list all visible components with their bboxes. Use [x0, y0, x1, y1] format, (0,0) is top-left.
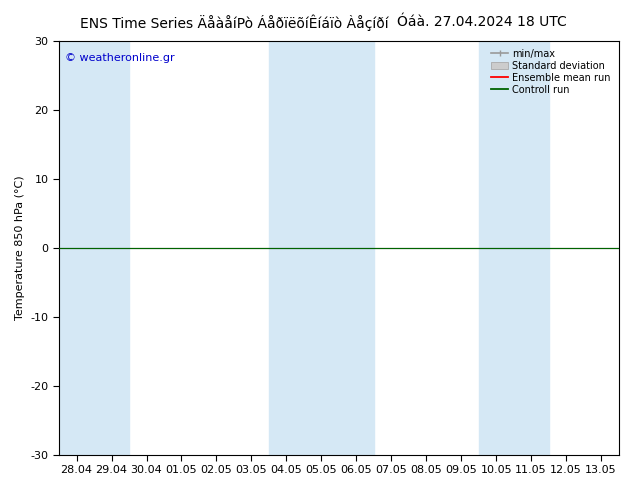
Bar [479, 41, 548, 455]
Text: Óáà. 27.04.2024 18 UTC: Óáà. 27.04.2024 18 UTC [397, 15, 567, 29]
Bar [269, 41, 374, 455]
Y-axis label: Temperature 850 hPa (°C): Temperature 850 hPa (°C) [15, 175, 25, 320]
Bar [59, 41, 129, 455]
Text: ENS Time Series ÄåàåíPò ÁåðïëõíÊíáïò Àåçíðí: ENS Time Series ÄåàåíPò ÁåðïëõíÊíáïò Àåç… [81, 15, 389, 31]
Legend: min/max, Standard deviation, Ensemble mean run, Controll run: min/max, Standard deviation, Ensemble me… [488, 46, 614, 98]
Text: © weatheronline.gr: © weatheronline.gr [65, 53, 174, 64]
